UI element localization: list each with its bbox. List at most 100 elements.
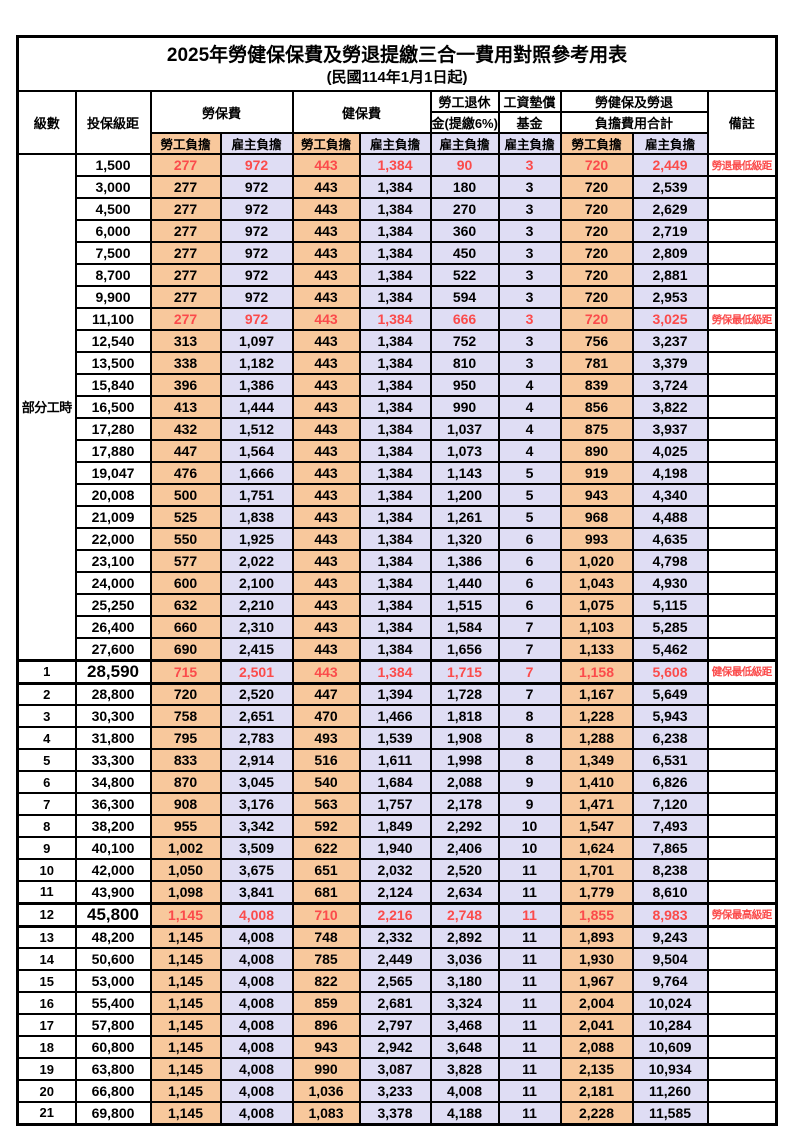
total-employee-cell: 875 xyxy=(559,417,634,441)
labor-employee-cell: 1,098 xyxy=(149,880,222,904)
total-employee-cell: 1,893 xyxy=(559,925,634,949)
remark-cell xyxy=(706,814,778,838)
labor-employer-cell: 3,675 xyxy=(219,858,294,882)
col-header-level: 級數 xyxy=(16,90,77,155)
labor-employee-cell: 1,145 xyxy=(149,1035,222,1059)
labor-employee-cell: 1,050 xyxy=(149,858,222,882)
pension-employer-cell: 1,998 xyxy=(429,748,500,772)
health-employee-cell: 443 xyxy=(291,615,361,639)
pension-employer-cell: 1,143 xyxy=(429,461,500,485)
total-employee-cell: 720 xyxy=(559,241,634,265)
total-employer-cell: 4,025 xyxy=(631,439,709,463)
total-employee-cell: 1,288 xyxy=(559,726,634,750)
labor-employer-cell: 3,509 xyxy=(219,836,294,860)
bracket-cell: 55,400 xyxy=(74,991,152,1015)
table-row: 11 43,900 1,098 3,841 681 2,124 2,634 11 1,779 8,… xyxy=(16,880,778,904)
health-employer-cell: 1,384 xyxy=(358,307,432,331)
pension-employer-cell: 2,088 xyxy=(429,770,500,794)
remark-cell xyxy=(706,373,778,397)
remark-cell xyxy=(706,241,778,265)
total-employer-cell: 6,238 xyxy=(631,726,709,750)
table-row: 11,100 277 972 443 1,384 666 3 720 3,025 勞保最低級距 xyxy=(18,307,778,331)
remark-cell xyxy=(706,1013,778,1037)
bracket-cell: 11,100 xyxy=(74,307,152,331)
pension-employer-cell: 360 xyxy=(429,219,500,243)
health-employee-cell: 540 xyxy=(291,770,361,794)
table-row: 20 66,800 1,145 4,008 1,036 3,233 4,008 11 2,181… xyxy=(16,1079,778,1103)
wage-fund-employer-cell: 6 xyxy=(497,593,562,617)
table-row: 12 45,800 1,145 4,008 710 2,216 2,748 11 1,855 8,… xyxy=(16,901,778,928)
wage-fund-employer-cell: 11 xyxy=(497,991,562,1015)
bracket-cell: 28,800 xyxy=(74,682,152,706)
table-row: 14 50,600 1,145 4,008 785 2,449 3,036 11 1,930 9,… xyxy=(16,947,778,971)
health-employer-cell: 1,384 xyxy=(358,329,432,353)
total-employer-cell: 10,284 xyxy=(631,1013,709,1037)
pension-employer-cell: 2,406 xyxy=(429,836,500,860)
labor-employer-cell: 3,045 xyxy=(219,770,294,794)
wage-fund-employer-cell: 7 xyxy=(497,637,562,661)
total-employer-cell: 4,635 xyxy=(631,527,709,551)
spreadsheet: 2025年勞健保保費及勞退提繳三合一費用對照參考用表 (民國114年1月1日起)… xyxy=(16,35,779,1126)
health-employer-cell: 2,332 xyxy=(358,925,432,949)
total-employer-cell: 10,024 xyxy=(631,991,709,1015)
labor-employee-cell: 550 xyxy=(149,527,222,551)
total-employee-cell: 1,158 xyxy=(559,658,634,685)
total-employee-cell: 1,930 xyxy=(559,947,634,971)
health-employee-cell: 1,036 xyxy=(291,1079,361,1103)
bracket-cell: 53,000 xyxy=(74,969,152,993)
labor-employee-cell: 313 xyxy=(149,329,222,353)
health-employer-cell: 1,466 xyxy=(358,704,432,728)
labor-employer-cell: 4,008 xyxy=(219,1079,294,1103)
pension-employer-cell: 1,320 xyxy=(429,527,500,551)
labor-employer-cell: 972 xyxy=(219,307,294,331)
labor-employer-cell: 1,666 xyxy=(219,461,294,485)
labor-employer-cell: 1,838 xyxy=(219,505,294,529)
total-employee-cell: 2,041 xyxy=(559,1013,634,1037)
subheader-labor-employee: 勞工負擔 xyxy=(149,132,222,155)
level-cell: 19 xyxy=(16,1057,77,1081)
labor-employee-cell: 277 xyxy=(149,285,222,309)
labor-employer-cell: 4,008 xyxy=(219,901,294,928)
health-employer-cell: 2,797 xyxy=(358,1013,432,1037)
subheader-pension-employer: 雇主負擔 xyxy=(429,132,500,155)
health-employer-cell: 1,384 xyxy=(358,549,432,573)
remark-cell xyxy=(706,637,778,661)
pension-employer-cell: 522 xyxy=(429,263,500,287)
remark-cell xyxy=(706,792,778,816)
total-employer-cell: 8,610 xyxy=(631,880,709,904)
col-header-labor-insurance: 勞保費 xyxy=(149,90,294,134)
pension-employer-cell: 990 xyxy=(429,395,500,419)
total-employee-cell: 1,624 xyxy=(559,836,634,860)
health-employee-cell: 443 xyxy=(291,505,361,529)
labor-employee-cell: 277 xyxy=(149,219,222,243)
total-employer-cell: 9,764 xyxy=(631,969,709,993)
wage-fund-employer-cell: 6 xyxy=(497,571,562,595)
bracket-cell: 24,000 xyxy=(74,571,152,595)
labor-employee-cell: 1,145 xyxy=(149,925,222,949)
table-row: 9 40,100 1,002 3,509 622 1,940 2,406 10 1,624 7,8… xyxy=(16,836,778,860)
labor-employer-cell: 2,210 xyxy=(219,593,294,617)
table-row: 21,009 525 1,838 443 1,384 1,261 5 968 4,488 xyxy=(18,505,778,529)
wage-fund-employer-cell: 11 xyxy=(497,925,562,949)
remark-cell xyxy=(706,682,778,706)
labor-employer-cell: 2,914 xyxy=(219,748,294,772)
health-employer-cell: 1,384 xyxy=(358,527,432,551)
pension-employer-cell: 1,261 xyxy=(429,505,500,529)
total-employee-cell: 919 xyxy=(559,461,634,485)
level-cell: 3 xyxy=(16,704,77,728)
health-employee-cell: 896 xyxy=(291,1013,361,1037)
pension-employer-cell: 1,386 xyxy=(429,549,500,573)
health-employer-cell: 1,384 xyxy=(358,658,432,685)
table-row: 部分工時 1,500 277 972 443 1,384 90 3 720 2,449 勞退最低級距 xyxy=(16,153,778,661)
total-employee-cell: 1,471 xyxy=(559,792,634,816)
bracket-cell: 17,880 xyxy=(74,439,152,463)
total-employer-cell: 2,719 xyxy=(631,219,709,243)
bracket-cell: 69,800 xyxy=(74,1101,152,1125)
health-employee-cell: 443 xyxy=(291,219,361,243)
table-row: 12,540 313 1,097 443 1,384 752 3 756 3,237 xyxy=(18,329,778,353)
level-cell: 9 xyxy=(16,836,77,860)
wage-fund-employer-cell: 11 xyxy=(497,969,562,993)
health-employee-cell: 1,083 xyxy=(291,1101,361,1125)
health-employer-cell: 1,757 xyxy=(358,792,432,816)
table-row: 27,600 690 2,415 443 1,384 1,656 7 1,133 5,462 xyxy=(18,637,778,661)
